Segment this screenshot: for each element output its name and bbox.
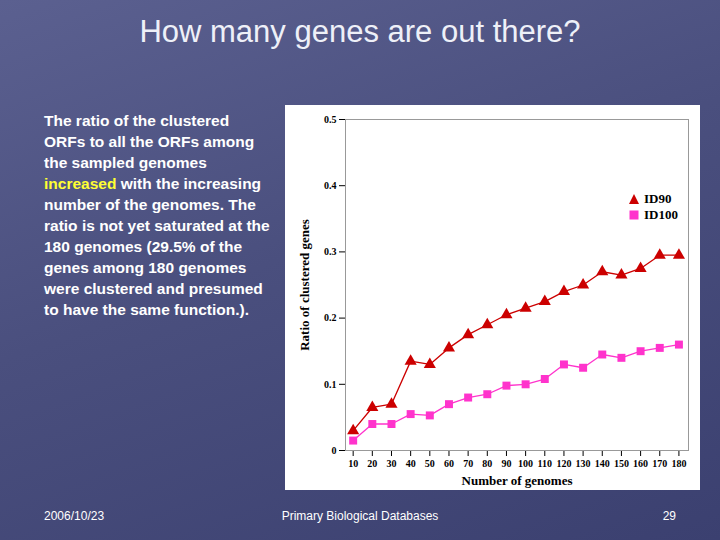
svg-text:0.5: 0.5	[324, 114, 337, 125]
svg-text:80: 80	[482, 458, 492, 469]
svg-text:0.3: 0.3	[324, 246, 337, 257]
html-text:2006/10/23: 2006/10/23	[44, 509, 105, 523]
html-text:How many genes are out there?: How many genes are out there?	[139, 14, 581, 49]
svg-text:160: 160	[633, 458, 648, 469]
html-text:29: 29	[662, 509, 676, 523]
svg-text:120: 120	[556, 458, 571, 469]
svg-text:0.1: 0.1	[324, 379, 337, 390]
svg-text:150: 150	[614, 458, 629, 469]
svg-text:30: 30	[386, 458, 396, 469]
svg-text:20: 20	[367, 458, 377, 469]
html-text:ID100: ID100	[644, 207, 678, 222]
svg-text:60: 60	[444, 458, 454, 469]
html-text:Primary Biological Databases: Primary Biological Databases	[281, 509, 439, 523]
svg-text:0.4: 0.4	[324, 180, 337, 191]
svg-text:0: 0	[332, 445, 337, 456]
svg-text:140: 140	[595, 458, 610, 469]
svg-text:180: 180	[671, 458, 686, 469]
svg-text:130: 130	[576, 458, 591, 469]
svg-text:0.2: 0.2	[324, 312, 337, 323]
html-text:increased with the increasing: increased with the increasing number of …	[44, 175, 270, 318]
svg-text:110: 110	[538, 458, 552, 469]
svg-text:70: 70	[463, 458, 473, 469]
svg-text:90: 90	[501, 458, 511, 469]
svg-text:Ratio of clustered genes: Ratio of clustered genes	[297, 219, 312, 351]
html-text:The ratio of the clustered ORF: The ratio of the clustered ORFs to all t…	[44, 112, 255, 171]
svg-text:Number of genomes: Number of genomes	[462, 473, 573, 488]
svg-text:50: 50	[425, 458, 435, 469]
svg-text:170: 170	[652, 458, 667, 469]
svg-text:100: 100	[518, 458, 533, 469]
html-text:ID90: ID90	[644, 191, 672, 206]
svg-text:40: 40	[406, 458, 416, 469]
svg-text:10: 10	[348, 458, 358, 469]
